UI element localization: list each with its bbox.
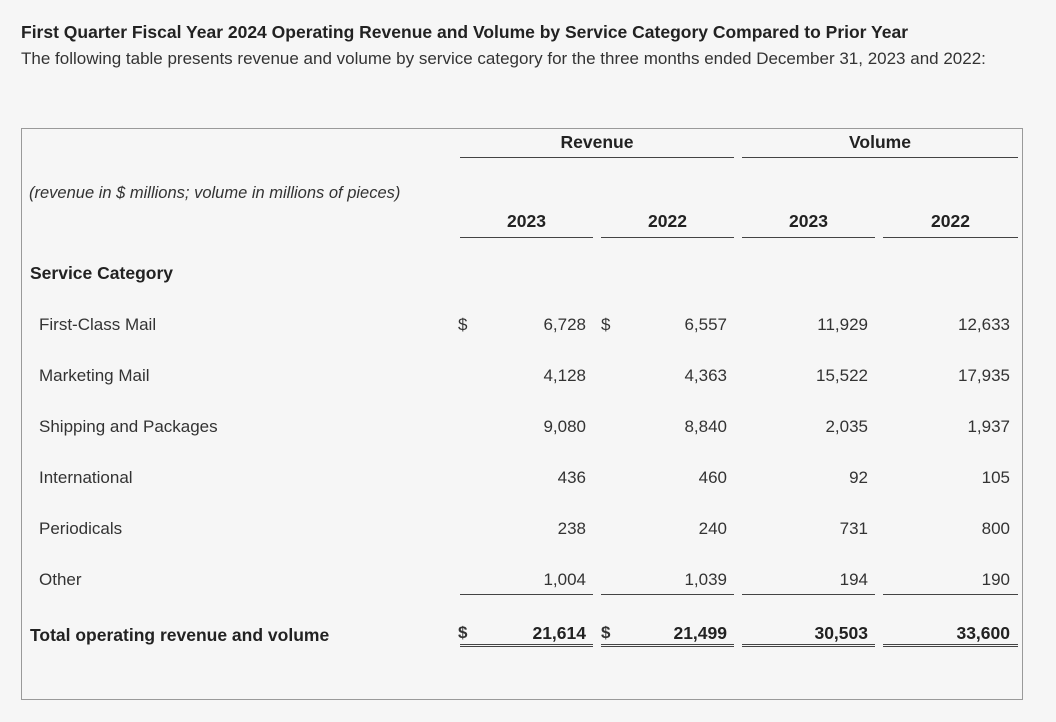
revenue-2022-cell: 240: [698, 519, 727, 538]
subtotal-rule: [883, 594, 1018, 595]
subtotal-rule: [742, 594, 875, 595]
year-header-revenue-2023: 2023: [460, 211, 593, 238]
revenue-2022-cell: 1,039: [684, 570, 727, 589]
revenue-2023-cell: 238: [557, 519, 586, 538]
revenue-2023-cell: 1,004: [543, 570, 586, 589]
section-header: Service Category: [30, 263, 173, 283]
report-heading: First Quarter Fiscal Year 2024 Operating…: [21, 20, 1041, 73]
report-description: The following table presents revenue and…: [21, 49, 986, 68]
revenue-2022-cell: 6,557: [684, 315, 727, 334]
group-header-volume: Volume: [742, 132, 1018, 158]
volume-2022-cell: 17,935: [958, 366, 1010, 385]
volume-2022-cell: 105: [981, 468, 1010, 487]
revenue-2022-cell: 460: [698, 468, 727, 487]
year-header-revenue-2022: 2022: [601, 211, 734, 238]
year-header-volume-2022: 2022: [883, 211, 1018, 238]
currency-symbol: $: [458, 315, 468, 334]
row-label: First-Class Mail: [39, 315, 157, 334]
row-label: Marketing Mail: [39, 366, 150, 385]
volume-2023-cell: 15,522: [816, 366, 868, 385]
volume-2023-cell: 194: [839, 570, 868, 589]
total-double-rule: [883, 644, 1018, 647]
revenue-2022-cell: 8,840: [684, 417, 727, 436]
subtotal-rule: [601, 594, 734, 595]
volume-2022-cell: 800: [981, 519, 1010, 538]
row-label: Other: [39, 570, 82, 589]
row-label: Shipping and Packages: [39, 417, 218, 436]
revenue-volume-table: Revenue Volume (revenue in $ millions; v…: [21, 128, 1023, 700]
subtotal-rule: [460, 594, 593, 595]
total-revenue-2023: 21,614: [532, 623, 586, 643]
currency-symbol: $: [601, 623, 611, 642]
total-volume-2023: 30,503: [814, 623, 868, 643]
total-double-rule: [742, 644, 875, 647]
total-volume-2022: 33,600: [956, 623, 1010, 643]
revenue-2023-cell: 9,080: [543, 417, 586, 436]
volume-2022-cell: 1,937: [967, 417, 1010, 436]
row-label: International: [39, 468, 133, 487]
revenue-2023-cell: 4,128: [543, 366, 586, 385]
revenue-2022-cell: 4,363: [684, 366, 727, 385]
units-note: (revenue in $ millions; volume in millio…: [29, 184, 401, 202]
revenue-2023-cell: 436: [557, 468, 586, 487]
group-header-revenue: Revenue: [460, 132, 734, 158]
volume-2023-cell: 2,035: [825, 417, 868, 436]
volume-2023-cell: 731: [839, 519, 868, 538]
total-revenue-2022: 21,499: [673, 623, 727, 643]
total-double-rule: [460, 644, 593, 647]
volume-2023-cell: 11,929: [817, 315, 868, 334]
revenue-2023-cell: 6,728: [543, 315, 586, 334]
volume-2023-cell: 92: [849, 468, 868, 487]
currency-symbol: $: [458, 623, 468, 642]
volume-2022-cell: 190: [981, 570, 1010, 589]
total-label: Total operating revenue and volume: [30, 625, 330, 645]
total-double-rule: [601, 644, 734, 647]
report-title: First Quarter Fiscal Year 2024 Operating…: [21, 22, 909, 42]
row-label: Periodicals: [39, 519, 123, 538]
currency-symbol: $: [601, 315, 611, 334]
year-header-volume-2023: 2023: [742, 211, 875, 238]
volume-2022-cell: 12,633: [958, 315, 1010, 334]
